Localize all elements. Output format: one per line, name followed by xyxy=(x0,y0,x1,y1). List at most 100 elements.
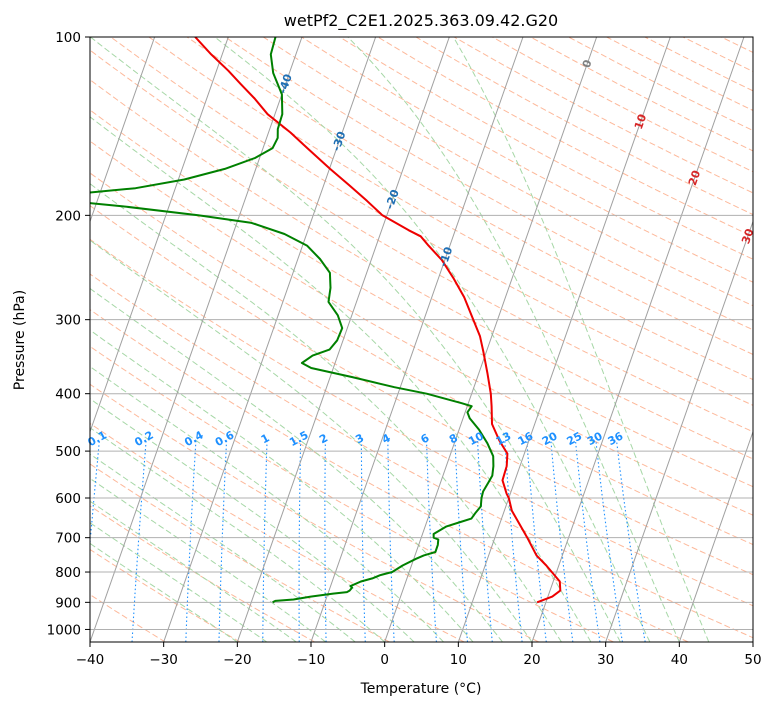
mixing-ratio-line xyxy=(131,440,147,642)
y-tick-label: 1000 xyxy=(47,622,81,638)
dry-adiabat-line xyxy=(90,172,753,546)
moist-adiabat-line xyxy=(90,427,386,642)
isotherm-line xyxy=(531,37,745,642)
moist-adiabat-line xyxy=(90,477,326,642)
dry-adiabat-line xyxy=(90,49,753,433)
isotherm-line xyxy=(310,37,524,642)
axes: −40 −30 −20 −10 0 10 20 30 40 5010020030040050060… xyxy=(47,30,762,668)
isotherm-label: 10 xyxy=(632,112,649,131)
x-tick-label: −30 xyxy=(149,652,178,668)
chart-title: wetPf2_C2E1.2025.363.09.42.G20 xyxy=(284,11,558,31)
isotherm-label: -20 xyxy=(383,188,402,211)
x-tick-label: −40 xyxy=(76,652,105,668)
dry-adiabat-line xyxy=(90,273,753,639)
moist-adiabat-line xyxy=(90,239,533,642)
mixing-ratio-line xyxy=(550,440,574,642)
dry-adiabat-line xyxy=(90,463,390,642)
moist-adiabat-line xyxy=(90,287,503,642)
dry-adiabat-line xyxy=(90,345,614,642)
x-tick-label: 0 xyxy=(380,652,389,668)
mixing-ratio-line xyxy=(218,440,228,642)
mixing-ratio-line xyxy=(185,440,197,642)
moist-adiabat-line xyxy=(90,453,356,642)
mixing-ratio-line xyxy=(360,440,366,642)
dry-adiabat-line xyxy=(90,140,753,516)
isotherm-label: -40 xyxy=(276,72,295,95)
moist-adiabat-line xyxy=(90,183,562,642)
isotherm-label: -10 xyxy=(437,245,456,268)
dry-adiabat-line xyxy=(90,548,241,642)
mixing-ratio-line xyxy=(477,440,493,642)
y-tick-label: 100 xyxy=(55,30,81,46)
mixing-ratio-line xyxy=(615,440,646,642)
x-tick-label: 40 xyxy=(671,652,688,668)
dry-adiabat-line xyxy=(90,309,689,642)
y-axis-label: Pressure (hPa) xyxy=(12,290,28,390)
moist-adiabat-line xyxy=(90,500,297,642)
mixing-ratio-line xyxy=(425,440,437,642)
mixing-ratio-label: 25 xyxy=(565,429,585,448)
dry-adiabat-line xyxy=(90,505,315,642)
moist-adiabat-line xyxy=(90,365,444,642)
dewpoint-profile-line xyxy=(90,37,495,604)
dry-adiabat-line xyxy=(301,37,753,283)
isotherm-label: 0 xyxy=(580,58,595,70)
mixing-ratio-label: 36 xyxy=(606,429,626,448)
plot-frame xyxy=(89,36,754,643)
mixing-ratio-line xyxy=(298,440,302,642)
moist-adiabat-line xyxy=(90,329,474,642)
isotherm-line xyxy=(163,37,377,642)
dry-adiabat-line xyxy=(90,383,540,642)
x-tick-label: −10 xyxy=(297,652,326,668)
isotherm-line xyxy=(457,37,671,642)
x-tick-label: 20 xyxy=(523,652,540,668)
mixing-ratio-label: 20 xyxy=(540,429,560,448)
y-tick-label: 600 xyxy=(55,491,81,507)
isotherm-line xyxy=(236,37,450,642)
mixing-ratio-line xyxy=(454,440,469,642)
isotherm-line xyxy=(605,219,753,642)
y-tick-label: 200 xyxy=(55,208,81,224)
isotherm-line xyxy=(384,37,598,642)
dry-adiabat-line xyxy=(90,109,753,488)
x-tick-label: −20 xyxy=(223,652,252,668)
mixing-ratio-label: 16 xyxy=(516,429,536,448)
mixing-ratio-label: 10 xyxy=(466,429,486,448)
moist-adiabat-line xyxy=(90,542,238,642)
isotherm-label: -30 xyxy=(330,129,349,152)
moist-adiabat-line xyxy=(347,37,680,642)
moist-adiabat-line xyxy=(90,522,268,642)
background-lines xyxy=(90,37,753,642)
dry-adiabat-line xyxy=(90,238,753,607)
y-tick-label: 700 xyxy=(55,531,81,547)
isotherm-line xyxy=(90,37,156,224)
y-tick-label: 300 xyxy=(55,313,81,329)
mixing-ratio-line xyxy=(504,440,523,642)
y-tick-label: 900 xyxy=(55,595,81,611)
isotherm-label: 20 xyxy=(686,168,703,187)
moist-adiabat-line xyxy=(90,37,621,642)
mixing-ratio-line xyxy=(595,440,623,642)
isotherm-line xyxy=(90,37,303,642)
moist-adiabat-line xyxy=(214,37,651,642)
dry-adiabat-line xyxy=(90,205,753,576)
x-tick-label: 30 xyxy=(597,652,614,668)
y-tick-label: 800 xyxy=(55,565,81,581)
mixing-ratio-line xyxy=(526,440,547,642)
mixing-ratio-label: 30 xyxy=(585,429,605,448)
mixing-ratio-line xyxy=(324,440,327,642)
x-tick-label: 10 xyxy=(450,652,467,668)
dry-adiabat-line xyxy=(148,37,753,381)
temperature-profile-line xyxy=(194,37,562,604)
profile-lines xyxy=(90,37,562,604)
dry-adiabat-line xyxy=(224,37,753,331)
y-tick-label: 400 xyxy=(55,387,81,403)
mixing-ratio-line xyxy=(262,440,268,642)
moist-adiabat-line xyxy=(90,116,592,642)
isotherm-line xyxy=(90,37,229,434)
y-tick-label: 500 xyxy=(55,444,81,460)
isotherm-line xyxy=(678,430,753,642)
isotherm-label: 30 xyxy=(739,227,756,246)
